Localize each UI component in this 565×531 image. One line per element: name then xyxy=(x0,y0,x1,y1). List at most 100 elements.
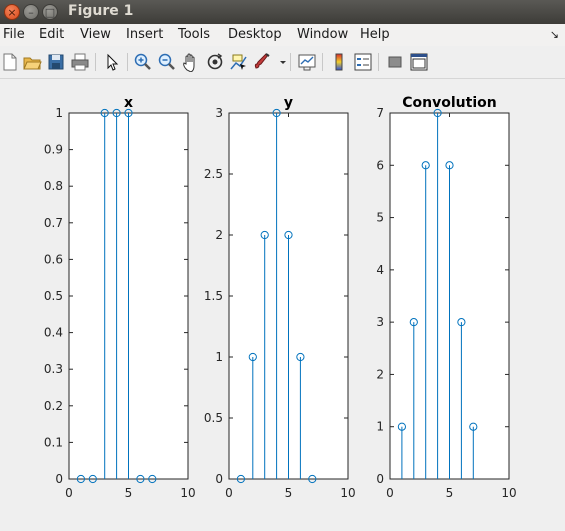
y-tick-label: 0.4 xyxy=(44,326,63,340)
y-tick-label: 0.9 xyxy=(44,143,63,157)
y-tick-label: 0.5 xyxy=(44,289,63,303)
figure-canvas: 0 0.1 0.2 0.3 0.4 0.5 0.6 0.7 0.8 0.9 1 0 5 10 x 0 0.5 1 1… xyxy=(0,79,565,527)
y-tick-label: 1 xyxy=(376,420,384,434)
zoom-in-icon[interactable] xyxy=(133,52,153,72)
stem-marker[interactable] xyxy=(136,474,145,484)
x-tick-label: 5 xyxy=(446,486,454,500)
y-tick-label: 0 xyxy=(55,472,63,486)
x-tick-label: 10 xyxy=(340,486,355,500)
hide-plot-tools-icon[interactable] xyxy=(385,52,405,72)
y-tick-label: 0.6 xyxy=(44,252,63,266)
brush-dropdown-icon[interactable] xyxy=(273,52,286,72)
toolbar-separator xyxy=(95,53,96,71)
new-figure-icon[interactable] xyxy=(0,52,20,72)
axes-1[interactable]: 00.10.20.30.40.50.60.70.80.910 5 10x xyxy=(44,95,196,500)
menu-insert[interactable]: Insert xyxy=(126,27,164,42)
stem-marker[interactable] xyxy=(457,318,466,327)
stem-marker[interactable] xyxy=(236,474,245,484)
stem-marker[interactable] xyxy=(409,318,418,327)
y-tick-label: 2 xyxy=(215,228,223,242)
y-tick-label: 6 xyxy=(376,158,384,172)
stem-marker[interactable] xyxy=(148,474,157,484)
stem-marker[interactable] xyxy=(112,108,121,118)
y-tick-label: 0.8 xyxy=(44,179,63,193)
link-plot-icon[interactable] xyxy=(297,52,317,72)
legend-icon[interactable] xyxy=(353,52,373,72)
open-file-icon[interactable] xyxy=(22,52,42,72)
menu-desktop[interactable]: Desktop xyxy=(228,27,282,42)
stem-marker[interactable] xyxy=(88,474,97,484)
toolbar-separator xyxy=(127,53,128,71)
menu-file[interactable]: File xyxy=(3,27,25,42)
stem-marker[interactable] xyxy=(296,352,305,362)
window-maximize-button[interactable]: □ xyxy=(42,4,58,20)
x-tick-label: 5 xyxy=(285,486,293,500)
y-tick-label: 3 xyxy=(215,106,223,120)
y-tick-label: 2.5 xyxy=(204,167,223,181)
menu-view[interactable]: View xyxy=(80,27,111,42)
figure-plots: 00.10.20.30.40.50.60.70.80.910 5 10x00.511… xyxy=(44,95,517,500)
menu-tools[interactable]: Tools xyxy=(178,27,211,42)
stem-marker[interactable] xyxy=(124,108,133,118)
y-tick-label: 0.3 xyxy=(44,362,63,376)
stem-marker[interactable] xyxy=(284,230,293,240)
stem-marker[interactable] xyxy=(100,108,109,118)
stem-marker[interactable] xyxy=(308,474,317,484)
toolbar-separator xyxy=(290,53,291,71)
pan-hand-icon[interactable] xyxy=(181,52,201,72)
x-tick-label: 10 xyxy=(501,486,516,500)
y-tick-label: 0.2 xyxy=(44,399,63,413)
colorbar-icon[interactable] xyxy=(329,52,349,72)
stem-marker[interactable] xyxy=(469,422,478,431)
y-tick-label: 7 xyxy=(376,106,384,120)
menu-help[interactable]: Help xyxy=(360,27,390,42)
stem-marker[interactable] xyxy=(76,474,86,484)
axes-title: y xyxy=(284,95,293,111)
y-tick-label: 0.1 xyxy=(44,435,63,449)
stem-marker[interactable] xyxy=(445,161,454,170)
stem-marker[interactable] xyxy=(248,352,257,362)
y-tick-label: 0 xyxy=(215,472,223,486)
y-tick-label: 2 xyxy=(376,367,384,381)
x-tick-label: 5 xyxy=(125,486,133,500)
y-tick-label: 1 xyxy=(215,350,223,364)
axes-3[interactable]: 0 1 2 3 4 5 6 7 0 5 10 Convolution xyxy=(376,95,516,500)
stem-marker[interactable] xyxy=(260,230,269,240)
x-tick-label: 0 xyxy=(65,486,73,500)
stem-marker[interactable] xyxy=(433,108,442,118)
y-tick-label: 0.5 xyxy=(204,411,223,425)
toolbar-separator xyxy=(322,53,323,71)
axes-2[interactable]: 0 0.5 1 1.5 2 2.5 3 0 5 10 y xyxy=(204,95,356,500)
window-title: Figure 1 xyxy=(68,3,134,19)
y-tick-label: 0.7 xyxy=(44,216,63,230)
dock-arrow-icon[interactable]: ↘ xyxy=(549,28,559,41)
menu-window[interactable]: Window xyxy=(297,27,349,42)
stem-marker[interactable] xyxy=(421,161,430,170)
y-tick-label: 0 xyxy=(376,472,384,486)
show-plot-tools-icon[interactable] xyxy=(409,52,429,72)
rotate-3d-icon[interactable] xyxy=(205,52,225,72)
menu-bar: File Edit View Insert Tools Desktop Wind… xyxy=(0,24,565,46)
x-tick-label: 0 xyxy=(386,486,394,500)
save-icon[interactable] xyxy=(46,52,66,72)
print-icon[interactable] xyxy=(70,52,90,72)
y-tick-label: 4 xyxy=(376,263,384,277)
window-titlebar[interactable]: × – □ Figure 1 xyxy=(0,0,565,24)
brush-icon[interactable] xyxy=(252,52,272,72)
toolbar-separator xyxy=(378,53,379,71)
stem-marker[interactable] xyxy=(272,108,281,118)
axes-title: x xyxy=(124,95,133,111)
menu-edit[interactable]: Edit xyxy=(39,27,65,42)
y-tick-label: 1 xyxy=(55,106,63,120)
y-tick-label: 3 xyxy=(376,315,384,329)
y-tick-label: 1.5 xyxy=(204,289,223,303)
zoom-out-icon[interactable] xyxy=(157,52,177,72)
select-arrow-icon[interactable] xyxy=(102,52,122,72)
stem-marker[interactable] xyxy=(397,422,406,431)
window-close-button[interactable]: × xyxy=(4,4,20,20)
window-minimize-button[interactable]: – xyxy=(23,4,39,20)
data-cursor-icon[interactable] xyxy=(229,52,249,72)
x-tick-label: 0 xyxy=(225,486,233,500)
y-tick-label: 5 xyxy=(376,211,384,225)
axes-title: Convolution xyxy=(402,95,496,111)
